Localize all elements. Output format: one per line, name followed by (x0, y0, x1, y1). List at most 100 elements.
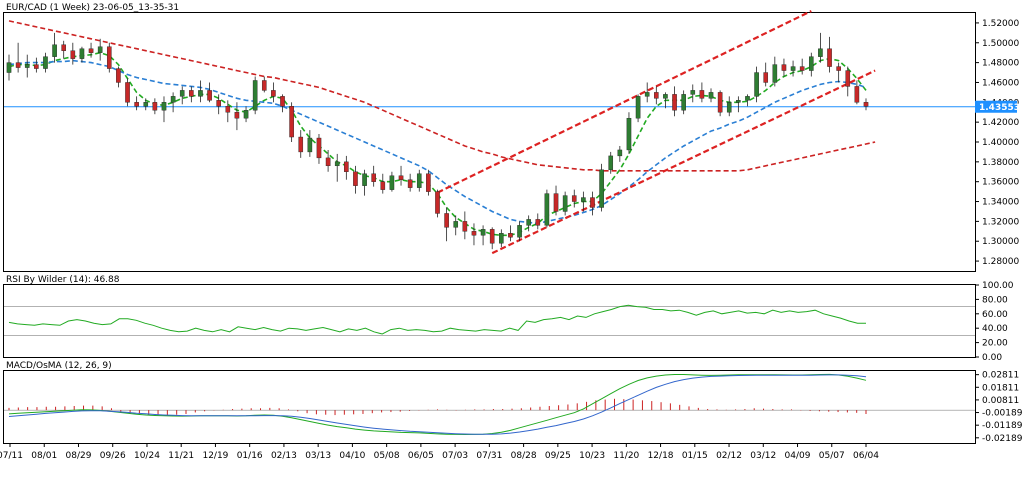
price-tick-label: 1.36000 (982, 178, 1019, 188)
price-tick-label: 1.30000 (982, 237, 1019, 247)
candle-body (426, 173, 431, 192)
candle-body (116, 68, 121, 83)
candle-body (745, 96, 750, 101)
x-tick-label: 05/07 (819, 451, 845, 461)
price-tick-label: 1.32000 (982, 217, 1019, 227)
candle-body (143, 102, 149, 107)
x-tick-label: 09/25 (545, 451, 571, 461)
candle-body (97, 46, 103, 53)
price-tick-label: 1.42000 (982, 118, 1019, 128)
candle-body (407, 179, 413, 188)
candle-body (207, 90, 212, 101)
macd-tick-label: -0.00189 (982, 409, 1023, 419)
candle-body (690, 90, 696, 95)
last-price-box (975, 100, 1017, 113)
candle-body (416, 173, 422, 188)
candle-body (106, 46, 112, 69)
macd-line-0 (8, 373, 867, 436)
candle-body (654, 92, 659, 99)
candle-body (571, 195, 577, 202)
candle-body (726, 102, 732, 113)
candle-body (599, 169, 604, 208)
candle-body (699, 90, 705, 99)
candle-body (15, 62, 21, 68)
price-tick-label: 1.40000 (982, 138, 1019, 148)
rsi-tick-label: 80.00 (982, 295, 1008, 305)
candle-body (781, 64, 787, 71)
candle-body (325, 157, 331, 167)
candle-body (808, 56, 814, 71)
candle-body (88, 48, 94, 53)
x-tick-label: 09/26 (100, 451, 126, 461)
candle-body (362, 173, 367, 186)
x-tick-label: 10/24 (134, 451, 160, 461)
candle-body (553, 193, 559, 212)
candle-body (499, 233, 504, 244)
x-tick-label: 02/13 (271, 451, 297, 461)
x-tick-label: 12/19 (202, 451, 228, 461)
candle-body (389, 175, 395, 190)
candle-body (863, 102, 869, 107)
candle-body (471, 231, 477, 236)
candle-body (836, 66, 841, 71)
candle-body (672, 94, 677, 111)
candle-body (243, 110, 249, 119)
candle-body (517, 225, 522, 238)
rsi-tick-label: 20.00 (982, 339, 1008, 349)
candle-body (480, 229, 486, 236)
x-tick-label: 06/04 (853, 451, 879, 461)
rsi-title: RSI By Wilder (14): 46.88 (6, 275, 120, 285)
rsi-tick-label: 0.00 (982, 353, 1002, 363)
rsi-pane (3, 284, 976, 358)
macd-tick-label: 0.00811 (982, 396, 1019, 406)
candle-body (535, 219, 541, 226)
x-tick-label: 02/12 (716, 451, 742, 461)
x-tick-label: 04/09 (785, 451, 811, 461)
candle-body (261, 80, 267, 91)
candle-body (344, 161, 349, 172)
x-tick-label: 07/31 (476, 451, 502, 461)
candle-body (763, 72, 769, 83)
candle-body (43, 56, 48, 69)
x-tick-label: 03/13 (305, 451, 331, 461)
candle-body (717, 92, 723, 113)
candle-body (681, 94, 686, 111)
candle-body (754, 72, 759, 97)
last-price-label: 1.43553 (979, 103, 1020, 113)
candle-body (663, 94, 668, 99)
candle-body (635, 96, 641, 119)
candle-body (6, 62, 12, 73)
moving-average-0 (8, 51, 867, 237)
macd-tick-label: 0.01811 (982, 383, 1019, 393)
candle-body (225, 106, 231, 113)
x-tick-label: 08/28 (511, 451, 537, 461)
candle-body (289, 106, 294, 138)
candle-body (371, 173, 376, 182)
candle-body (179, 90, 185, 97)
candle-body (134, 102, 139, 107)
candle-body (772, 64, 778, 83)
candle-body (307, 137, 313, 153)
macd-tick-label: -0.01189 (982, 421, 1023, 431)
macd-layer (4, 373, 975, 436)
axis-layer: 1.520001.500001.480001.460001.440001.420… (0, 19, 1023, 461)
price-tick-label: 1.38000 (982, 158, 1019, 168)
x-tick-label: 11/20 (613, 451, 639, 461)
candle-body (189, 90, 194, 97)
candle-body (252, 80, 258, 111)
rsi-layer (4, 304, 975, 336)
candle-body (380, 181, 386, 190)
price-layer (4, 10, 975, 255)
candle-body (799, 66, 805, 71)
candle-body (462, 221, 468, 232)
price-tick-label: 1.34000 (982, 198, 1019, 208)
candle-body (790, 66, 796, 71)
candle-body (298, 136, 304, 153)
candle-body (827, 48, 832, 67)
x-tick-label: 01/16 (237, 451, 263, 461)
candle-body (562, 195, 568, 212)
x-tick-label: 11/21 (168, 451, 194, 461)
x-tick-label: 01/15 (682, 451, 708, 461)
trendline-1 (491, 69, 876, 255)
